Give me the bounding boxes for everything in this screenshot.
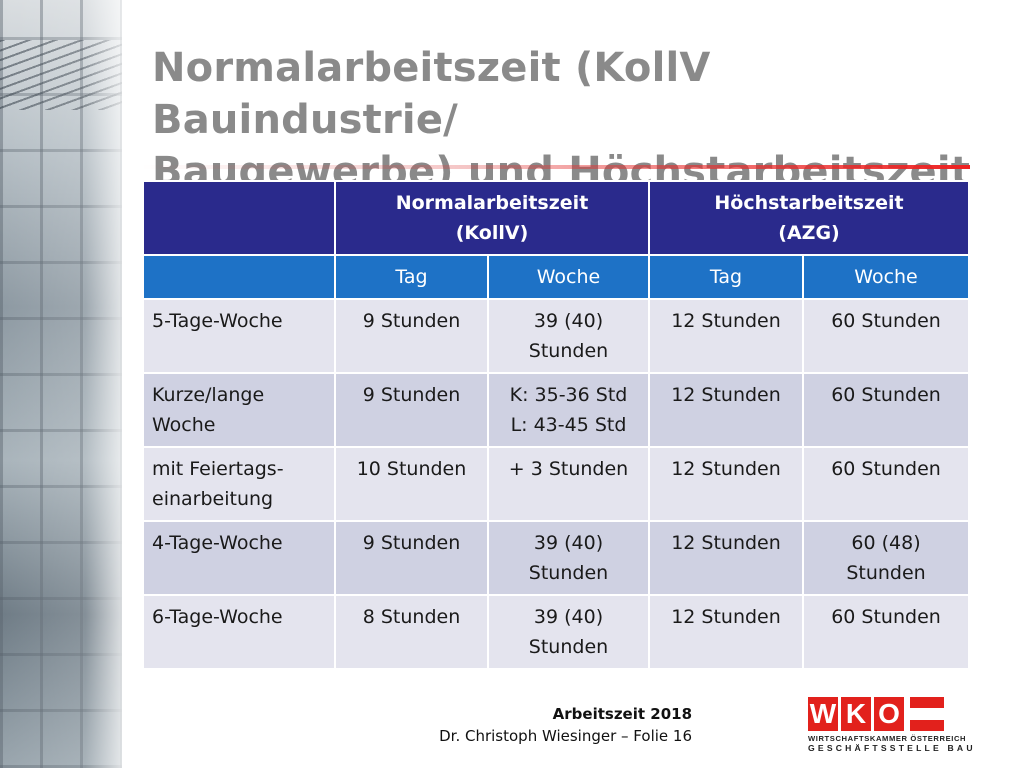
cell-text: Stunden <box>846 562 926 584</box>
row-label-text: mit Feiertags- <box>152 458 284 480</box>
table-cell: + 3 Stunden <box>487 446 650 522</box>
row-label-text: 6-Tage-Woche <box>152 606 283 628</box>
cell-text: K: 35-36 Std <box>509 384 628 406</box>
cell-text: 10 Stunden <box>356 458 467 480</box>
cell-text: + 3 Stunden <box>508 458 629 480</box>
header-label: Höchstarbeitszeit <box>714 192 904 214</box>
wko-letters: W K O <box>808 697 972 731</box>
subheader-cell: Tag <box>648 254 804 300</box>
table-cell: 60 (48) Stunden <box>801 520 971 596</box>
table-row: mit Feiertags-einarbeitung 10 Stunden + … <box>142 446 971 522</box>
logo-letter: K <box>841 697 871 731</box>
logo-letter: O <box>874 697 904 731</box>
table-cell: 60 Stunden <box>801 298 971 374</box>
table-cell: 9 Stunden <box>334 372 489 448</box>
header-label: (KollV) <box>455 222 529 244</box>
cell-text: 9 Stunden <box>362 532 461 554</box>
cell-text: L: 43-45 Std <box>510 414 627 436</box>
row-label-text: Woche <box>152 414 216 436</box>
cell-text: Stunden <box>528 562 609 584</box>
header-hoechstarbeitszeit: Höchstarbeitszeit (AZG) <box>647 180 971 256</box>
subheader-cell: Woche <box>801 254 971 300</box>
subheader-cell: Woche <box>487 254 650 300</box>
table-cell: 10 Stunden <box>334 446 489 522</box>
building-roof-graphic <box>0 40 122 110</box>
slide-title: Normalarbeitszeit (KollV Bauindustrie/ B… <box>152 42 992 198</box>
table-cell: 39 (40) Stunden <box>487 298 650 374</box>
cell-text: 39 (40) <box>533 532 604 554</box>
table-cell: 9 Stunden <box>334 520 489 596</box>
table-cell: 39 (40) Stunden <box>487 520 650 596</box>
working-time-table: Normalarbeitszeit (KollV) Höchstarbeitsz… <box>142 180 971 670</box>
title-divider <box>142 165 970 169</box>
wko-logo: W K O WIRTSCHAFTSKAMMER ÖSTERREICH GESCH… <box>808 697 976 755</box>
table-group-header-row: Normalarbeitszeit (KollV) Höchstarbeitsz… <box>142 180 971 256</box>
table-cell: 12 Stunden <box>648 520 804 596</box>
table-cell: 60 Stunden <box>801 594 971 670</box>
subheader-corner-cell <box>142 254 336 300</box>
table-cell: 12 Stunden <box>648 446 804 522</box>
cell-text: 12 Stunden <box>671 532 781 554</box>
cell-text: 9 Stunden <box>362 384 461 406</box>
row-label: Kurze/lange Woche <box>142 372 336 448</box>
row-label-text: Kurze/lange <box>152 384 265 406</box>
table-row: 6-Tage-Woche 8 Stunden 39 (40) Stunden 12… <box>142 594 971 670</box>
cell-text: 39 (40) <box>533 310 604 332</box>
cell-text: 12 Stunden <box>671 606 781 628</box>
slide-title-line1: Normalarbeitszeit (KollV Bauindustrie/ <box>152 45 711 143</box>
row-label: 5-Tage-Woche <box>142 298 336 374</box>
cell-text: 60 Stunden <box>831 384 941 406</box>
table-cell: 12 Stunden <box>648 298 804 374</box>
table-cell: 60 Stunden <box>801 446 971 522</box>
table-row: 5-Tage-Woche 9 Stunden 39 (40) Stunden 12… <box>142 298 971 374</box>
cell-text: Stunden <box>528 340 609 362</box>
table-cell: 39 (40) Stunden <box>487 594 650 670</box>
cell-text: Stunden <box>528 636 609 658</box>
row-label: 6-Tage-Woche <box>142 594 336 670</box>
header-label: Normalarbeitszeit <box>395 192 589 214</box>
cell-text: 39 (40) <box>533 606 604 628</box>
cell-text: 9 Stunden <box>362 310 461 332</box>
table-row: Kurze/lange Woche 9 Stunden K: 35-36 Std L… <box>142 372 971 448</box>
table-cell: K: 35-36 Std L: 43-45 Std <box>487 372 650 448</box>
austria-flag-icon <box>910 697 944 731</box>
logo-letter: W <box>808 697 838 731</box>
header-normalarbeitszeit: Normalarbeitszeit (KollV) <box>334 180 650 256</box>
table-row: 4-Tage-Woche 9 Stunden 39 (40) Stunden 12… <box>142 520 971 596</box>
slide-footer: Arbeitszeit 2018 Dr. Christoph Wiesinger… <box>420 703 692 747</box>
cell-text: 12 Stunden <box>671 458 781 480</box>
cell-text: 12 Stunden <box>671 310 781 332</box>
footer-title: Arbeitszeit 2018 <box>552 705 692 723</box>
row-label: mit Feiertags-einarbeitung <box>142 446 336 522</box>
logo-subtitle-chamber: WIRTSCHAFTSKAMMER ÖSTERREICH <box>808 734 967 743</box>
row-label: 4-Tage-Woche <box>142 520 336 596</box>
table-cell: 12 Stunden <box>648 594 804 670</box>
header-label: (AZG) <box>778 222 840 244</box>
table-cell: 9 Stunden <box>334 298 489 374</box>
logo-subtitle-office: GESCHÄFTSSTELLE BAU <box>808 743 976 753</box>
cell-text: 60 Stunden <box>831 606 941 628</box>
cell-text: 12 Stunden <box>671 384 781 406</box>
header-corner-cell <box>142 180 336 256</box>
subheader-cell: Tag <box>334 254 489 300</box>
footer-author-slide: Dr. Christoph Wiesinger – Folie 16 <box>439 727 692 745</box>
cell-text: 60 (48) <box>851 532 921 554</box>
row-label-text: einarbeitung <box>152 488 274 510</box>
table-subheader-row: Tag Woche Tag Woche <box>142 254 971 300</box>
table-cell: 60 Stunden <box>801 372 971 448</box>
table-cell: 8 Stunden <box>334 594 489 670</box>
cell-text: 60 Stunden <box>831 458 941 480</box>
table-cell: 12 Stunden <box>648 372 804 448</box>
building-photo <box>0 0 122 768</box>
row-label-text: 5-Tage-Woche <box>152 310 283 332</box>
cell-text: 8 Stunden <box>362 606 461 628</box>
cell-text: 60 Stunden <box>831 310 941 332</box>
row-label-text: 4-Tage-Woche <box>152 532 283 554</box>
